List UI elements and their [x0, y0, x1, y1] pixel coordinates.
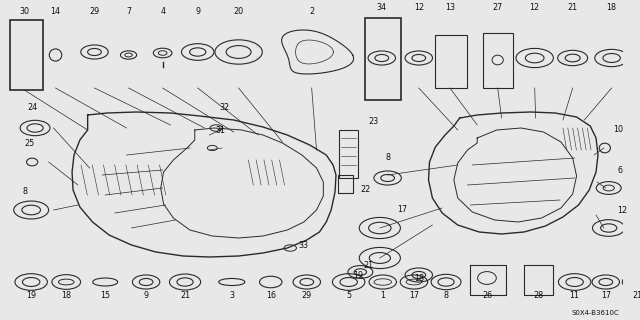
Text: 12: 12 [413, 3, 424, 12]
Bar [435, 35, 467, 88]
Bar [339, 130, 358, 178]
Text: 2: 2 [309, 7, 314, 16]
Bar [10, 20, 43, 90]
Text: 4: 4 [160, 7, 165, 16]
Text: 15: 15 [100, 291, 110, 300]
Text: 21: 21 [180, 291, 190, 300]
Text: 19: 19 [26, 291, 36, 300]
Text: 8: 8 [444, 291, 449, 300]
Text: 16: 16 [266, 291, 276, 300]
Text: 20: 20 [234, 7, 244, 16]
Text: 9: 9 [195, 7, 200, 16]
Text: 31: 31 [215, 126, 225, 135]
Bar [483, 33, 513, 88]
Text: 17: 17 [397, 205, 408, 214]
Text: 18: 18 [414, 274, 424, 283]
Bar [338, 175, 353, 193]
Text: 24: 24 [28, 103, 37, 112]
Text: S0X4-B3610C: S0X4-B3610C [571, 310, 619, 316]
Text: 21: 21 [633, 291, 640, 300]
Text: 26: 26 [482, 291, 492, 300]
Text: 27: 27 [493, 3, 503, 12]
Text: 11: 11 [570, 291, 580, 300]
Text: 17: 17 [409, 291, 419, 300]
Text: 29: 29 [90, 7, 100, 16]
Text: 21: 21 [363, 261, 373, 270]
Text: 10: 10 [614, 125, 623, 134]
Text: 25: 25 [24, 139, 35, 148]
Text: 8: 8 [385, 153, 390, 162]
Text: 22: 22 [360, 185, 371, 194]
Text: 21: 21 [568, 3, 578, 12]
Text: 18: 18 [607, 3, 616, 12]
Text: 34: 34 [377, 3, 387, 12]
Text: 19: 19 [353, 271, 364, 280]
Text: 14: 14 [51, 7, 61, 16]
Text: 13: 13 [445, 3, 455, 12]
Text: 3: 3 [229, 291, 234, 300]
Bar [365, 18, 401, 100]
Text: 6: 6 [618, 166, 623, 175]
Text: 9: 9 [143, 291, 148, 300]
Text: 23: 23 [368, 117, 378, 126]
Text: 29: 29 [301, 291, 312, 300]
Text: 28: 28 [534, 291, 543, 300]
Text: 32: 32 [219, 103, 229, 112]
Text: 1: 1 [380, 291, 385, 300]
Text: 18: 18 [61, 291, 71, 300]
Text: 5: 5 [346, 291, 351, 300]
Text: 7: 7 [126, 7, 131, 16]
Text: 30: 30 [19, 7, 29, 16]
Text: 33: 33 [298, 241, 308, 250]
Text: 12: 12 [530, 3, 540, 12]
Text: 17: 17 [601, 291, 611, 300]
Text: 8: 8 [22, 187, 28, 196]
Text: 12: 12 [618, 206, 628, 215]
